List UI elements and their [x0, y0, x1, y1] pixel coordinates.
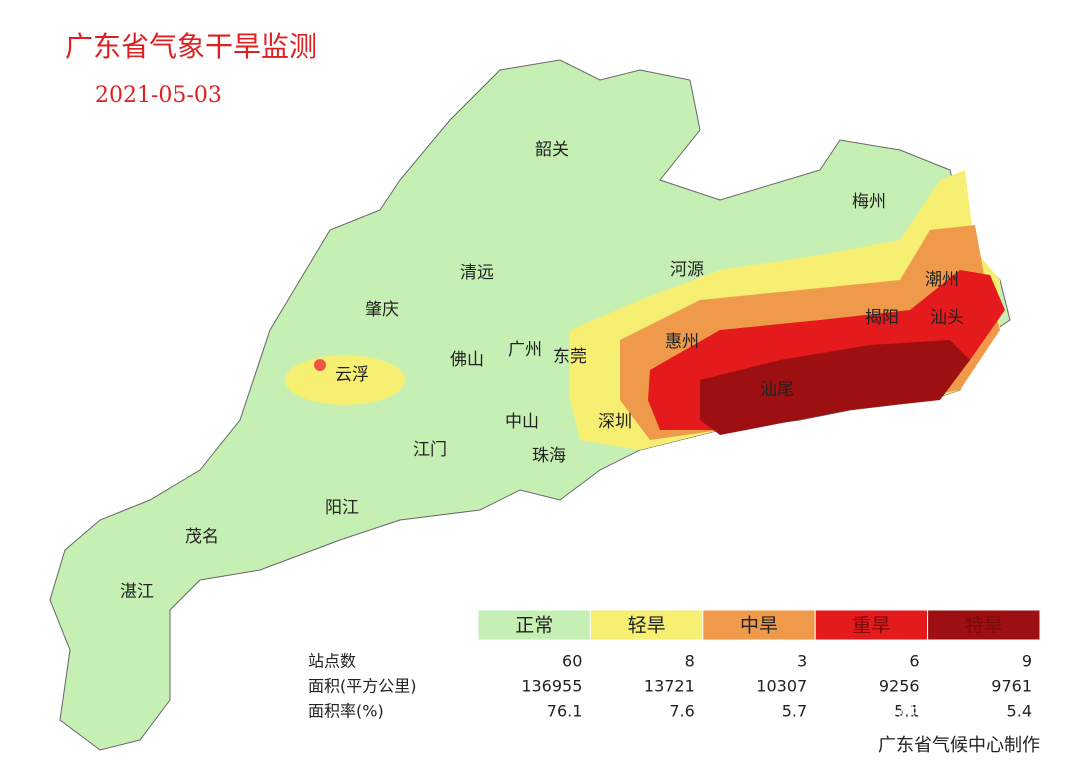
cell-value: 8	[685, 652, 695, 671]
cell-value: 136955	[521, 677, 582, 696]
legend-swatch	[477, 609, 591, 641]
city-label: 茂名	[185, 527, 219, 547]
cell-value: 5.7	[782, 702, 807, 721]
city-label: 阳江	[325, 498, 359, 518]
city-label: 汕头	[930, 308, 964, 328]
map-date: 2021-05-03	[95, 83, 222, 108]
city-label: 河源	[670, 260, 704, 280]
cell-value: 9256	[879, 677, 920, 696]
cell-value: 9	[1022, 652, 1032, 671]
cell-value: 60	[562, 652, 582, 671]
legend: 正常 轻旱 中旱 重旱 特旱	[477, 609, 1041, 641]
legend-label: 重旱	[852, 615, 890, 637]
cell-value: 7.6	[669, 702, 694, 721]
map-title: 广东省气象干旱监测	[65, 30, 317, 63]
city-label: 清远	[460, 263, 494, 283]
legend-swatch	[814, 609, 929, 641]
city-label: 揭阳	[865, 308, 899, 328]
row-label: 站点数	[308, 652, 356, 671]
cell-value: 9761	[991, 677, 1032, 696]
legend-swatch	[927, 609, 1041, 641]
city-label: 江门	[413, 440, 447, 460]
watermark: 燕山视点	[896, 699, 984, 724]
city-label: 云浮	[335, 365, 369, 385]
city-label: 肇庆	[365, 300, 399, 320]
cell-value: 13721	[644, 677, 695, 696]
city-label: 梅州	[852, 192, 886, 212]
row-label: 面积率(%)	[308, 702, 384, 721]
legend-label: 正常	[515, 615, 553, 637]
cell-value: 5.1	[894, 702, 919, 721]
city-label: 中山	[505, 412, 539, 432]
credit: 广东省气候中心制作	[878, 735, 1040, 756]
city-label: 韶关	[535, 140, 569, 160]
cell-value: 6	[909, 652, 919, 671]
city-label: 珠海	[532, 446, 566, 466]
cell-value: 5.4	[1007, 702, 1032, 721]
city-label: 汕尾	[760, 380, 794, 400]
cell-value: 3	[797, 652, 807, 671]
cell-value: 76.1	[547, 702, 583, 721]
extreme-region	[700, 340, 970, 435]
cell-value: 10307	[756, 677, 807, 696]
legend-label: 轻旱	[628, 615, 666, 637]
legend-swatch	[589, 609, 704, 641]
normal-region	[49, 59, 1011, 751]
city-label: 深圳	[598, 412, 632, 432]
city-label: 广州	[508, 340, 542, 360]
stats-table: 站点数 面积(平方公里) 面积率(%) 60 8 3 6 9 136955 13721 103…	[308, 652, 1032, 721]
legend-label: 中旱	[740, 615, 778, 637]
row-label: 面积(平方公里)	[308, 677, 417, 696]
city-label: 惠州	[665, 332, 699, 352]
city-label: 潮州	[925, 270, 959, 290]
city-label: 湛江	[120, 582, 154, 602]
legend-label: 特旱	[965, 615, 1003, 637]
city-label: 佛山	[450, 350, 484, 370]
city-labels: 韶关 梅州 清远 河源 肇庆 潮州 揭阳 汕头 惠州 广州 东莞 佛山 云浮 汕…	[120, 140, 964, 602]
station-dot	[314, 359, 326, 371]
province-map	[49, 59, 1011, 751]
city-label: 东莞	[553, 347, 587, 367]
